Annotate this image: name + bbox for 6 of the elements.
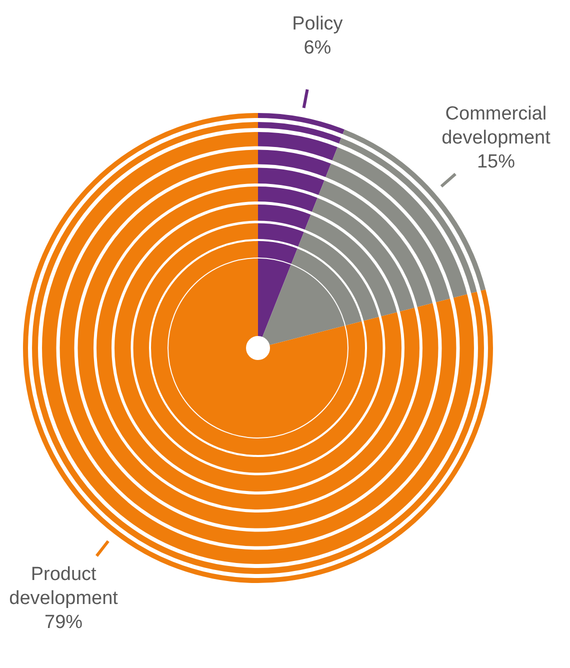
data-label: 15% xyxy=(476,151,516,172)
data-label: 6% xyxy=(304,38,332,59)
slice-label: Commercial development xyxy=(442,103,552,148)
data-label: 79% xyxy=(44,612,83,633)
slice-label: Policy xyxy=(292,14,344,35)
slice-label: Product development xyxy=(9,564,119,609)
